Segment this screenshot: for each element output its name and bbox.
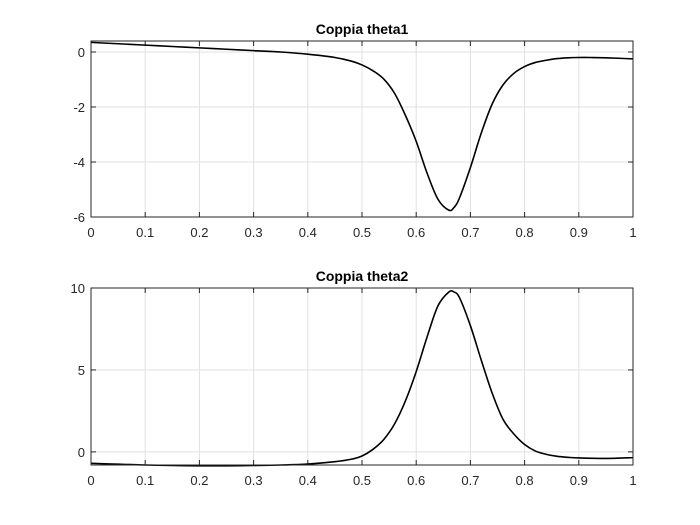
chart-title: Coppia theta1	[316, 21, 409, 37]
x-tick-label: 0.9	[570, 473, 588, 488]
y-tick-label: 0	[78, 45, 85, 60]
chart-title: Coppia theta2	[316, 268, 409, 284]
axes-box	[90, 287, 634, 466]
x-tick-label: 0	[87, 473, 94, 488]
x-tick-label: 0.4	[299, 225, 317, 240]
x-tick-label: 0.1	[136, 225, 154, 240]
series-line	[90, 290, 634, 467]
series-line	[90, 41, 634, 212]
x-tick-label: 0.5	[353, 225, 371, 240]
x-tick-label: 0.7	[461, 473, 479, 488]
x-tick-label: 0.8	[516, 473, 534, 488]
x-tick-label: 0	[87, 225, 94, 240]
x-tick-label: 0.2	[190, 473, 208, 488]
grid-lines	[91, 288, 633, 465]
x-tick-label: 0.3	[245, 225, 263, 240]
y-tick-label: 0	[78, 445, 85, 460]
y-tick-label: -2	[73, 100, 85, 115]
x-tick-label: 0.6	[407, 473, 425, 488]
x-tick-label: 0.6	[407, 225, 425, 240]
subplot-coppia-theta1: Coppia theta1 0 0.1 0.2 0.3 0.4 0.5 0.6 0.7 0.8 0…	[73, 21, 636, 240]
grid-lines	[91, 41, 633, 217]
x-tick-label: 1	[629, 473, 636, 488]
y-tick-label: -6	[73, 210, 85, 225]
y-tick-label: 5	[78, 363, 85, 378]
x-tick-label: 0.9	[570, 225, 588, 240]
axes-box	[90, 40, 634, 218]
x-tick-label: 0.8	[516, 225, 534, 240]
x-ticks: 0 0.1 0.2 0.3 0.4 0.5 0.6 0.7 0.8 0.9 1	[87, 41, 637, 240]
y-tick-label: -4	[73, 155, 85, 170]
x-tick-label: 0.2	[190, 225, 208, 240]
y-tick-label: 10	[71, 281, 85, 296]
x-tick-label: 1	[629, 225, 636, 240]
x-tick-label: 0.1	[136, 473, 154, 488]
subplot-coppia-theta2: Coppia theta2 0 0.1 0.2 0.3 0.4 0.5 0.6 0.7 0.8 0…	[71, 268, 637, 488]
x-tick-label: 0.5	[353, 473, 371, 488]
x-tick-label: 0.3	[245, 473, 263, 488]
x-ticks: 0 0.1 0.2 0.3 0.4 0.5 0.6 0.7 0.8 0.9 1	[87, 288, 637, 488]
x-tick-label: 0.4	[299, 473, 317, 488]
x-tick-label: 0.7	[461, 225, 479, 240]
